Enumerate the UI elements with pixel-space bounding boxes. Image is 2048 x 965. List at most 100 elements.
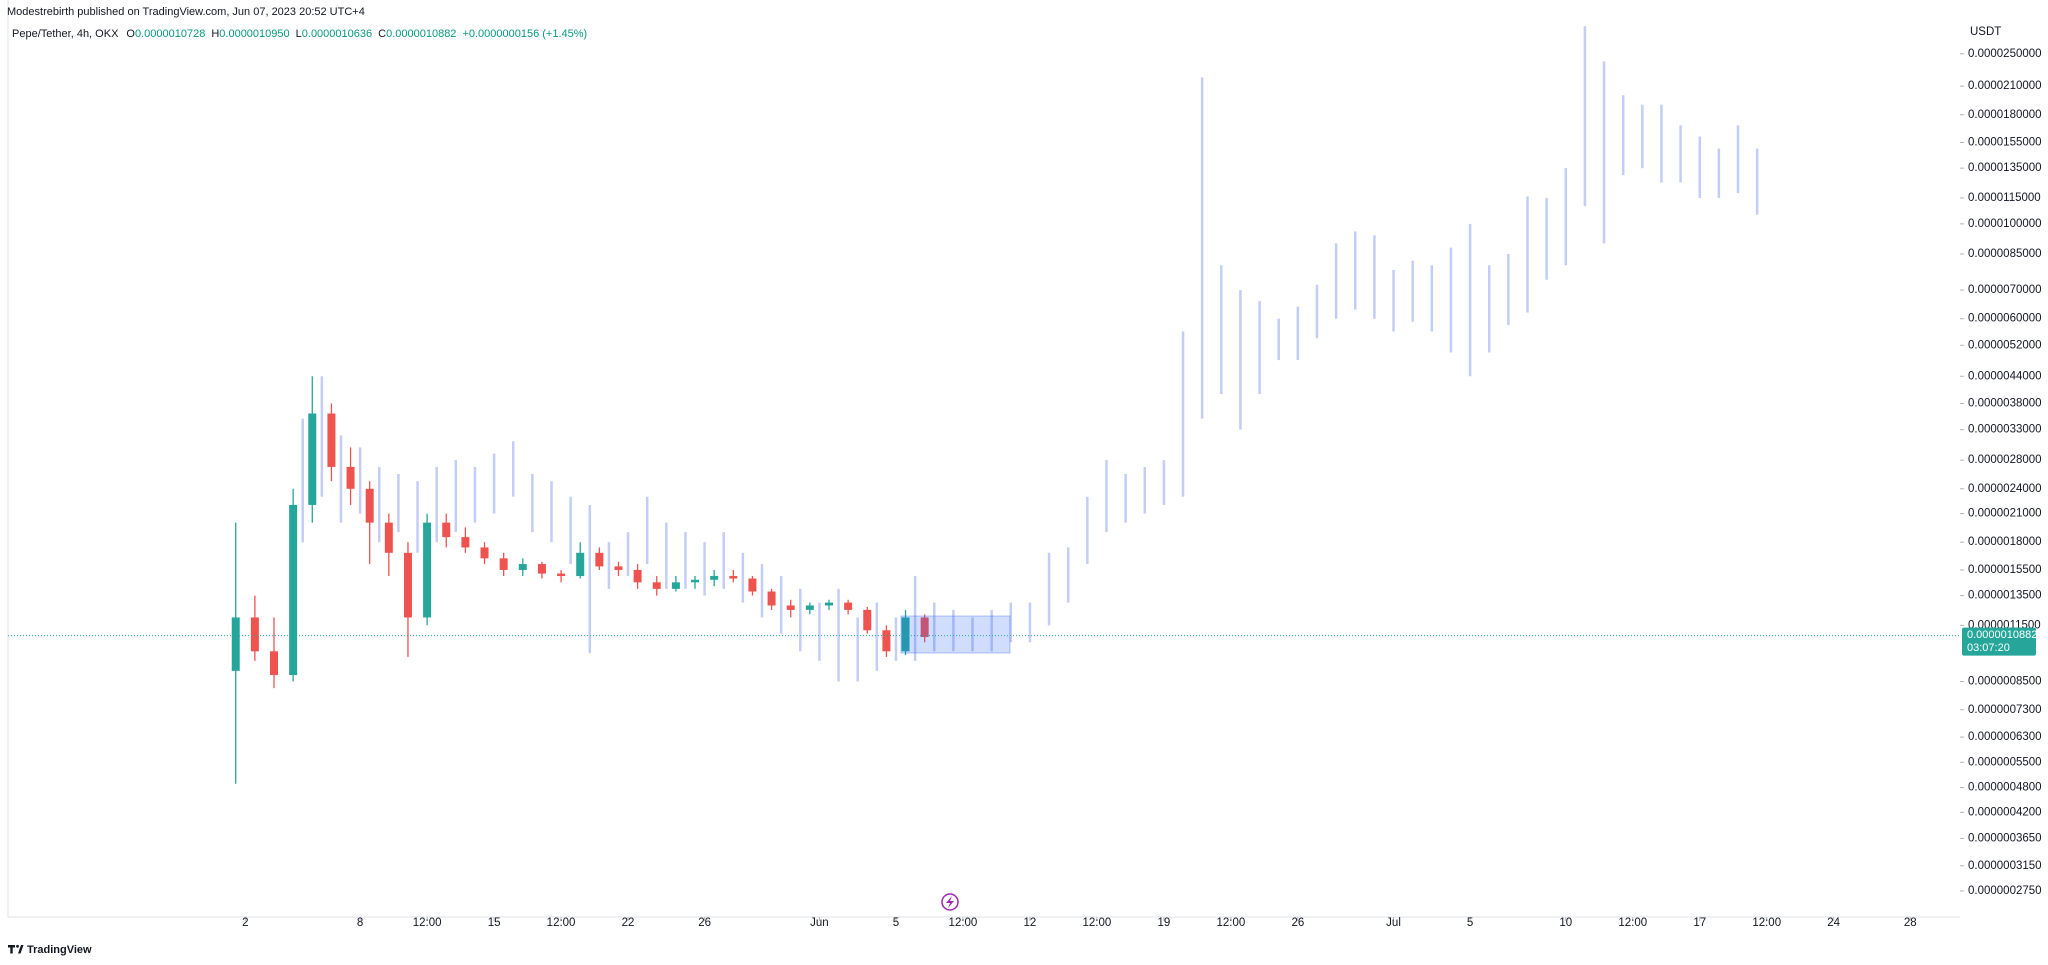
y-tick-label: 0.0000052000: [1968, 339, 2042, 351]
y-tick-label: 0.0000013500: [1968, 590, 2042, 602]
close-label: C: [378, 28, 386, 40]
price-countdown: 03:07:20: [1967, 642, 2010, 654]
candle-body: [384, 522, 393, 553]
candle-body: [863, 609, 872, 631]
y-tick-label: 0.0000003150: [1968, 860, 2042, 872]
y-tick-label: 0.0000004200: [1968, 806, 2042, 818]
x-tick-label: 12:00: [1752, 917, 1781, 929]
y-tick-label: 0.0000002750: [1968, 885, 2042, 897]
x-tick-label: 22: [622, 917, 635, 929]
symbol-line: Pepe/Tether, 4h, OKX O0.0000010728 H0.0000…: [12, 28, 587, 40]
candle-body: [767, 591, 776, 606]
x-tick-label: 8: [357, 917, 363, 929]
candle-body: [901, 617, 910, 652]
x-tick-label: 5: [893, 917, 899, 929]
candle-body: [461, 537, 470, 548]
price-label-box: [1962, 627, 2036, 656]
y-tick-label: 0.0000005500: [1968, 756, 2042, 768]
x-tick-label: 15: [488, 917, 501, 929]
y-tick-label: 0.0000250000: [1968, 48, 2042, 60]
y-tick-label: 0.0000004800: [1968, 782, 2042, 794]
candle-body: [289, 504, 298, 676]
y-tick-label: 0.0000028000: [1968, 454, 2042, 466]
x-tick-label: 12: [1024, 917, 1037, 929]
high-label: H: [211, 28, 219, 40]
projection-box: [900, 615, 1011, 654]
low-label: L: [296, 28, 302, 40]
y-tick-label: 0.0000180000: [1968, 109, 2042, 121]
x-tick-label: Jun: [810, 917, 829, 929]
x-tick-label: 12:00: [413, 917, 442, 929]
brand: TradingView: [27, 944, 92, 956]
candle-body: [805, 605, 814, 610]
candle-body: [595, 552, 604, 567]
candle-body: [270, 651, 279, 676]
candle-body: [614, 566, 623, 570]
candle-body: [537, 564, 546, 574]
candle-body: [671, 582, 680, 589]
change: +0.0000000156 (+1.45%): [462, 28, 587, 40]
y-tick-label: 0.0000060000: [1968, 313, 2042, 325]
x-tick-label: 12:00: [1618, 917, 1647, 929]
candle-body: [231, 617, 240, 671]
candle-body: [824, 602, 833, 606]
x-tick-label: 12:00: [949, 917, 978, 929]
x-tick-label: 17: [1693, 917, 1706, 929]
y-tick-label: 0.0000018000: [1968, 536, 2042, 548]
y-tick-label: 0.0000008500: [1968, 676, 2042, 688]
author-line: Modestrebirth published on TradingView.c…: [7, 6, 365, 18]
candle-body: [403, 552, 412, 618]
y-tick-label: 0.0000155000: [1968, 137, 2042, 149]
candle-body: [920, 617, 929, 638]
open-value: 0.0000010728: [135, 28, 205, 40]
candle-body: [786, 605, 795, 610]
candle-body: [557, 573, 566, 577]
candle-body: [633, 569, 642, 583]
y-tick-label: 0.0000115000: [1968, 192, 2041, 204]
candle-body: [518, 564, 527, 570]
candle-body: [729, 576, 738, 579]
x-tick-label: 26: [698, 917, 711, 929]
x-tick-label: 2: [242, 917, 248, 929]
y-tick-label: 0.0000135000: [1968, 162, 2042, 174]
high-value: 0.0000010950: [219, 28, 289, 40]
x-tick-label: 12:00: [547, 917, 576, 929]
y-tick-label: 0.0000015500: [1968, 564, 2042, 576]
candle-body: [250, 617, 259, 652]
candle-body: [844, 602, 853, 610]
candle-body: [652, 582, 661, 589]
close-value: 0.0000010882: [386, 28, 456, 40]
x-tick-label: 24: [1827, 917, 1840, 929]
candle-body: [691, 579, 700, 583]
y-tick-label: 0.0000003650: [1968, 832, 2042, 844]
x-tick-label: 28: [1904, 917, 1917, 929]
candle-body: [499, 558, 508, 570]
y-tick-label: 0.0000021000: [1968, 508, 2042, 520]
y-tick-label: 0.0000210000: [1968, 80, 2042, 92]
event-icon[interactable]: [941, 893, 959, 911]
x-tick-label: Jul: [1386, 917, 1401, 929]
open-label: O: [126, 28, 135, 40]
candle-body: [423, 522, 432, 618]
y-tick-label: 0.0000085000: [1968, 248, 2042, 260]
candle-body: [710, 576, 719, 580]
price-label: 0.0000010882: [1967, 629, 2037, 641]
y-tick-label: 0.0000070000: [1968, 284, 2042, 296]
x-tick-label: 12:00: [1216, 917, 1245, 929]
brand-logo: [7, 944, 24, 954]
candle-body: [308, 413, 317, 505]
y-tick-label: 0.0000024000: [1968, 483, 2042, 495]
candle-body: [365, 488, 374, 523]
candle-body: [576, 552, 585, 577]
candle-body: [442, 522, 451, 538]
low-value: 0.0000010636: [302, 28, 372, 40]
y-tick-label: 0.0000007300: [1968, 704, 2042, 716]
y-tick-label: 0.0000006300: [1968, 731, 2042, 743]
x-tick-label: 26: [1291, 917, 1304, 929]
x-tick-label: 19: [1157, 917, 1170, 929]
x-tick-label: 10: [1559, 917, 1572, 929]
candle-body: [748, 578, 757, 592]
